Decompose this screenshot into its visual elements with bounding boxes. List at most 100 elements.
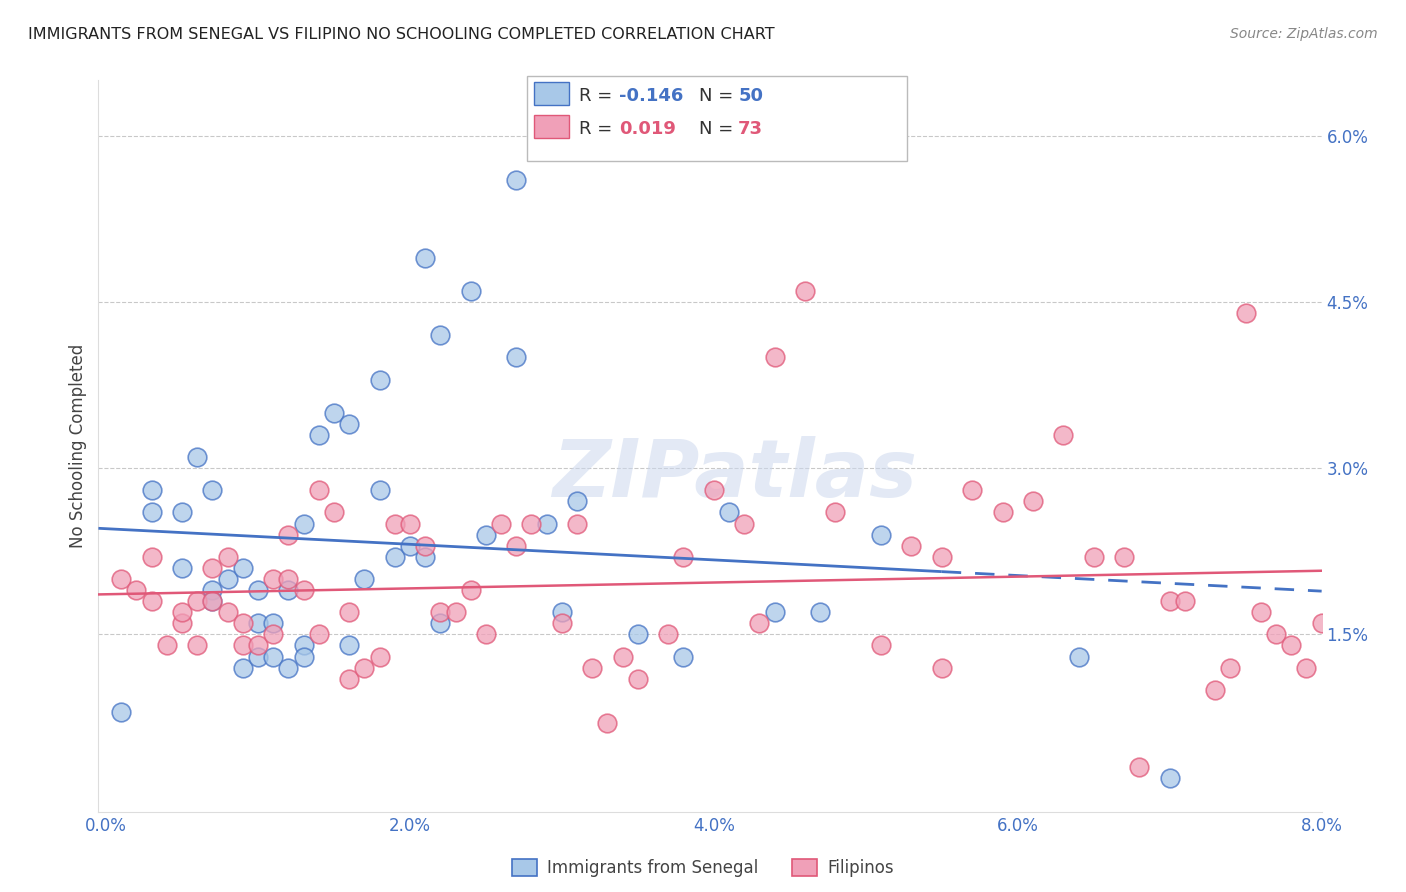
Text: ZIPatlas: ZIPatlas xyxy=(553,436,917,515)
Point xyxy=(246,639,269,653)
Point xyxy=(1219,660,1241,674)
Point xyxy=(475,627,498,641)
Point xyxy=(262,627,284,641)
Point xyxy=(489,516,512,531)
Point xyxy=(703,483,725,498)
Point xyxy=(763,605,786,619)
Point xyxy=(1067,649,1090,664)
Point xyxy=(277,583,299,598)
Point xyxy=(277,572,299,586)
Point xyxy=(444,605,467,619)
Point xyxy=(292,649,315,664)
Text: Source: ZipAtlas.com: Source: ZipAtlas.com xyxy=(1230,27,1378,41)
Point xyxy=(186,594,208,608)
Point xyxy=(627,672,650,686)
Point xyxy=(384,549,406,564)
Point xyxy=(125,583,148,598)
Point xyxy=(1022,494,1045,508)
Point xyxy=(931,660,953,674)
Point xyxy=(337,639,360,653)
Point xyxy=(429,605,451,619)
Point xyxy=(1204,682,1226,697)
Point xyxy=(170,616,193,631)
Point xyxy=(170,561,193,575)
Point xyxy=(277,527,299,541)
Point xyxy=(368,649,391,664)
Point xyxy=(551,616,574,631)
Point xyxy=(262,572,284,586)
Point xyxy=(277,660,299,674)
Point xyxy=(232,660,254,674)
Legend: Immigrants from Senegal, Filipinos: Immigrants from Senegal, Filipinos xyxy=(506,852,900,884)
Point xyxy=(520,516,543,531)
Point xyxy=(960,483,983,498)
Point xyxy=(1250,605,1272,619)
Point xyxy=(505,539,527,553)
Point xyxy=(536,516,558,531)
Point xyxy=(900,539,922,553)
Point xyxy=(1279,639,1302,653)
Text: 0.019: 0.019 xyxy=(619,120,675,138)
Point xyxy=(565,516,588,531)
Point xyxy=(232,616,254,631)
Point xyxy=(1052,428,1074,442)
Point xyxy=(1174,594,1197,608)
Point xyxy=(991,506,1014,520)
Point xyxy=(141,594,163,608)
Point xyxy=(246,649,269,664)
Point xyxy=(808,605,831,619)
Point xyxy=(596,716,619,731)
Y-axis label: No Schooling Completed: No Schooling Completed xyxy=(69,344,87,548)
Point xyxy=(460,583,482,598)
Point xyxy=(141,549,163,564)
Point xyxy=(565,494,588,508)
Point xyxy=(308,483,330,498)
Point xyxy=(292,583,315,598)
Point xyxy=(794,284,817,298)
Point xyxy=(217,572,239,586)
Point xyxy=(232,561,254,575)
Point xyxy=(246,583,269,598)
Point xyxy=(323,406,346,420)
Point xyxy=(110,705,132,719)
Point xyxy=(170,506,193,520)
Point xyxy=(170,605,193,619)
Point xyxy=(1159,772,1181,786)
Point xyxy=(627,627,650,641)
Point xyxy=(1114,549,1136,564)
Point xyxy=(1295,660,1317,674)
Point xyxy=(201,483,224,498)
Point xyxy=(353,572,375,586)
Point xyxy=(337,605,360,619)
Point xyxy=(413,539,436,553)
Text: -0.146: -0.146 xyxy=(619,87,683,105)
Point xyxy=(384,516,406,531)
Point xyxy=(110,572,132,586)
Point xyxy=(672,649,695,664)
Point xyxy=(672,549,695,564)
Point xyxy=(337,672,360,686)
Point xyxy=(748,616,770,631)
Point xyxy=(292,639,315,653)
Point xyxy=(870,527,893,541)
Point xyxy=(201,594,224,608)
Point xyxy=(201,583,224,598)
Point xyxy=(323,506,346,520)
Point xyxy=(1234,306,1257,320)
Point xyxy=(931,549,953,564)
Point xyxy=(186,450,208,464)
Point xyxy=(141,506,163,520)
Point xyxy=(763,351,786,365)
Point xyxy=(1128,760,1150,774)
Point xyxy=(201,561,224,575)
Point xyxy=(824,506,846,520)
Point xyxy=(232,639,254,653)
Point xyxy=(262,616,284,631)
Point xyxy=(399,516,422,531)
Point xyxy=(217,605,239,619)
Point xyxy=(368,483,391,498)
Point xyxy=(246,616,269,631)
Point xyxy=(1310,616,1333,631)
Point xyxy=(1265,627,1288,641)
Text: IMMIGRANTS FROM SENEGAL VS FILIPINO NO SCHOOLING COMPLETED CORRELATION CHART: IMMIGRANTS FROM SENEGAL VS FILIPINO NO S… xyxy=(28,27,775,42)
